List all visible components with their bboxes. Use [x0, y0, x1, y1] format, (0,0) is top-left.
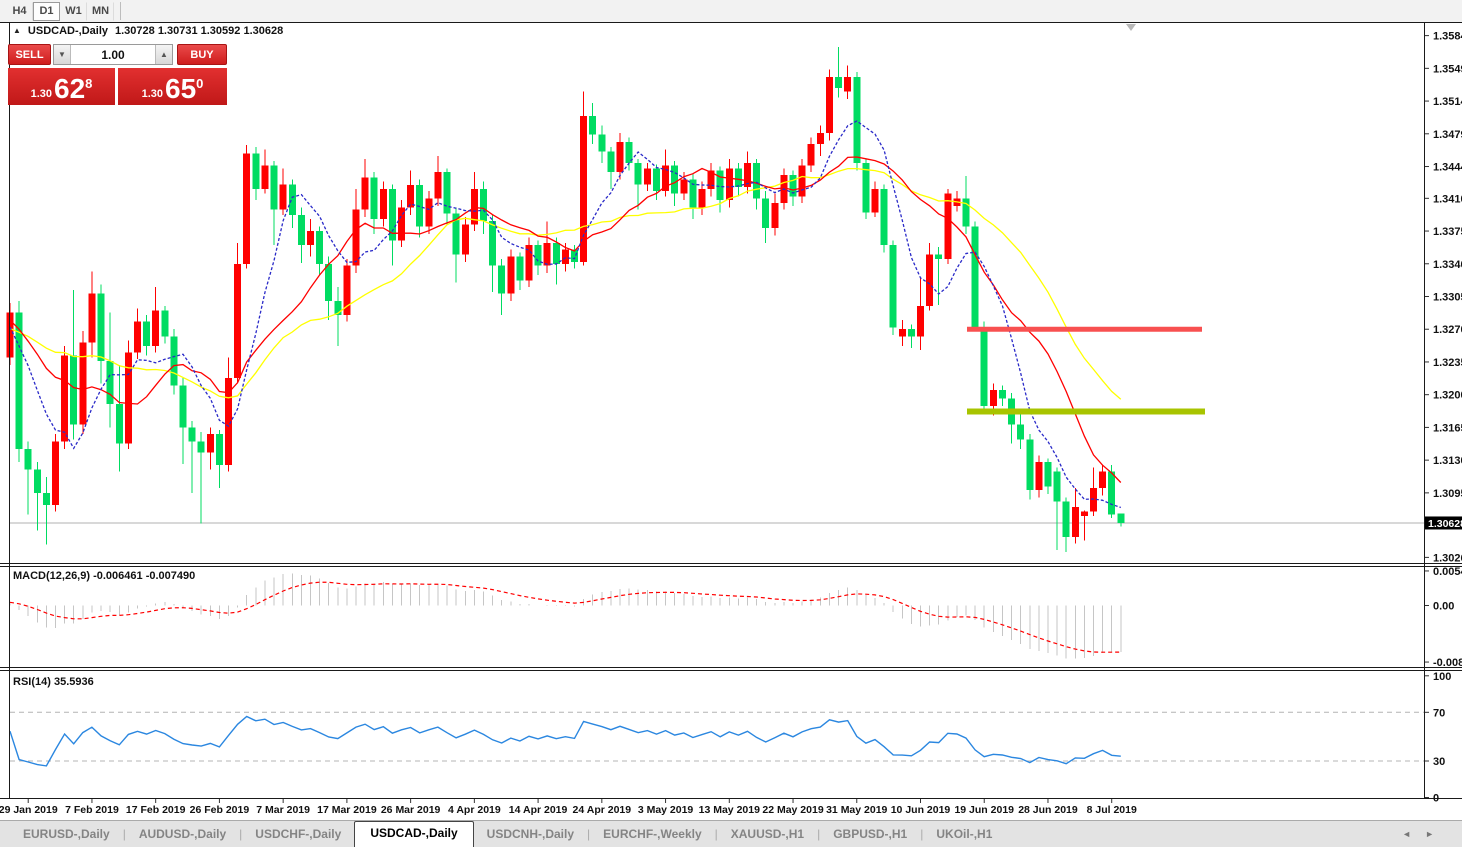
tab-scroll-left-icon[interactable]: ◄ — [1402, 829, 1412, 839]
collapse-panel-icon[interactable]: ▲ — [13, 26, 21, 35]
buy-button[interactable]: BUY — [177, 44, 227, 65]
date-axis-label: 7 Feb 2019 — [65, 804, 119, 816]
current-price-tag — [1425, 516, 1462, 530]
price-axis-label: 1.31300 — [1433, 455, 1462, 467]
chart-tab-xauusd[interactable]: XAUUSD-,H1 — [730, 827, 805, 841]
chart-tab-ukoil[interactable]: UKOil-,H1 — [936, 827, 993, 841]
rsi-axis-label: 100 — [1433, 671, 1451, 683]
sell-price-big: 62 — [54, 73, 86, 105]
price-chart-canvas[interactable]: 1.35840 1.35490 1.35140 1.34790 1.34440 1.341… — [0, 0, 1462, 820]
date-axis-label: 3 May 2019 — [638, 804, 694, 816]
tab-separator: | — [920, 827, 924, 841]
rsi-axis-label: 30 — [1433, 756, 1445, 768]
date-axis-label: 31 May 2019 — [826, 804, 887, 816]
buy-price-prefix: 1.30 — [141, 88, 164, 100]
chart-tab-audusd[interactable]: AUDUSD-,Daily — [138, 827, 227, 841]
chart-tab-gbpusd[interactable]: GBPUSD-,H1 — [833, 827, 908, 841]
chart-shift-marker-icon[interactable] — [1126, 24, 1136, 31]
ohlc-values: 1.30728 1.30731 1.30592 1.30628 — [115, 25, 284, 37]
volume-input[interactable] — [71, 45, 155, 64]
tab-separator: | — [122, 827, 126, 841]
timeframe-toolbar: H4 D1 W1 MN — [0, 0, 1462, 22]
buy-price-pip: 0 — [196, 76, 204, 91]
volume-increase-icon[interactable]: ▲ — [155, 45, 172, 64]
macd-histogram — [9, 573, 1122, 659]
chart-tab-usdcad[interactable]: USDCAD-,Daily — [354, 821, 474, 847]
date-axis-label: 28 Jun 2019 — [1018, 804, 1078, 816]
timeframe-button-d1[interactable]: D1 — [33, 1, 60, 21]
chart-title: ▲ USDCAD-,Daily 1.30728 1.30731 1.30592 … — [13, 25, 283, 37]
price-axis-label: 1.31650 — [1433, 422, 1462, 434]
symbol-name: USDCAD-,Daily — [27, 25, 108, 37]
rsi-line — [9, 715, 1121, 767]
date-axis-label: 14 Apr 2019 — [509, 804, 568, 816]
chart-tab-usdcnh[interactable]: USDCNH-,Daily — [486, 827, 575, 841]
price-axis-label: 1.32350 — [1433, 357, 1462, 369]
volume-spinner: ▼ ▲ — [53, 44, 173, 65]
tab-scroll-right-icon[interactable]: ► — [1425, 829, 1434, 839]
price-axis-label: 1.32000 — [1433, 390, 1462, 402]
moving-average-line — [9, 156, 1122, 483]
date-axis-label: 17 Mar 2019 — [317, 804, 377, 816]
chart-tab-bar: EURUSD-,Daily | AUDUSD-,Daily | USDCHF-,Dail… — [0, 820, 1462, 847]
price-axis-label: 1.33750 — [1433, 226, 1462, 238]
price-axis-label: 1.30260 — [1433, 552, 1462, 564]
price-axis-label: 1.35840 — [1433, 31, 1462, 43]
macd-axis-label: 0.005484 — [1433, 566, 1462, 578]
sell-price-display[interactable]: 1.30 62 8 — [8, 68, 115, 105]
price-axis-label: 1.35490 — [1433, 63, 1462, 75]
buy-price-big: 65 — [165, 73, 197, 105]
chart-frame — [0, 22, 1462, 799]
one-click-trade-panel: SELL ▼ ▲ BUY 1.30 62 8 1.30 65 0 — [8, 44, 229, 105]
moving-average-line — [9, 120, 1122, 509]
moving-average-line — [9, 167, 1122, 400]
timeframe-button-h4[interactable]: H4 — [6, 1, 33, 21]
date-axis-label: 10 Jun 2019 — [891, 804, 951, 816]
timeframe-button-mn[interactable]: MN — [87, 1, 115, 21]
date-axis-label: 13 May 2019 — [699, 804, 760, 816]
price-axis-label: 1.30950 — [1433, 488, 1462, 500]
tab-separator: | — [714, 827, 718, 841]
buy-price-display[interactable]: 1.30 65 0 — [118, 68, 227, 105]
price-axis-label: 1.34100 — [1433, 193, 1462, 205]
date-axis-label: 8 Jul 2019 — [1087, 804, 1137, 816]
price-axis-label: 1.33400 — [1433, 259, 1462, 271]
macd-axis-label: 0.00 — [1433, 601, 1454, 613]
volume-decrease-icon[interactable]: ▼ — [54, 45, 71, 64]
current-price-tag-label: 1.30628 — [1428, 518, 1462, 530]
date-axis-label: 26 Feb 2019 — [190, 804, 250, 816]
date-axis-label: 19 Jun 2019 — [954, 804, 1014, 816]
price-axis-label: 1.35140 — [1433, 96, 1462, 108]
price-axis-label: 1.32700 — [1433, 324, 1462, 336]
sell-price-pip: 8 — [85, 76, 93, 91]
date-axis-label: 24 Apr 2019 — [573, 804, 632, 816]
rsi-axis-label: 70 — [1433, 707, 1445, 719]
date-axis-label: 7 Mar 2019 — [256, 804, 310, 816]
date-axis-label: 4 Apr 2019 — [448, 804, 501, 816]
tab-separator: | — [239, 827, 243, 841]
price-axis-label: 1.34440 — [1433, 162, 1462, 174]
candles-group — [6, 46, 1125, 552]
tab-separator: | — [817, 827, 821, 841]
sell-price-prefix: 1.30 — [30, 88, 53, 100]
timeframe-button-w1[interactable]: W1 — [60, 1, 87, 21]
macd-axis-label: -0.008977 — [1433, 657, 1462, 669]
date-axis-label: 22 May 2019 — [762, 804, 823, 816]
price-axis-label: 1.33050 — [1433, 292, 1462, 304]
rsi-indicator-label: RSI(14) 35.5936 — [13, 676, 94, 688]
chart-tab-eurchf[interactable]: EURCHF-,Weekly — [603, 827, 702, 841]
date-axis-label: 17 Feb 2019 — [126, 804, 186, 816]
toolbar-separator — [120, 2, 122, 20]
chart-tab-usdchf[interactable]: USDCHF-,Daily — [255, 827, 342, 841]
date-axis-label: 26 Mar 2019 — [381, 804, 441, 816]
chart-tab-eurusd[interactable]: EURUSD-,Daily — [23, 827, 110, 841]
price-axis-label: 1.34790 — [1433, 129, 1462, 141]
sell-button[interactable]: SELL — [8, 44, 51, 65]
rsi-axis-label: 0 — [1433, 793, 1439, 805]
date-axis-label: 29 Jan 2019 — [0, 804, 58, 816]
macd-indicator-label: MACD(12,26,9) -0.006461 -0.007490 — [13, 570, 196, 582]
tab-separator: | — [587, 827, 591, 841]
